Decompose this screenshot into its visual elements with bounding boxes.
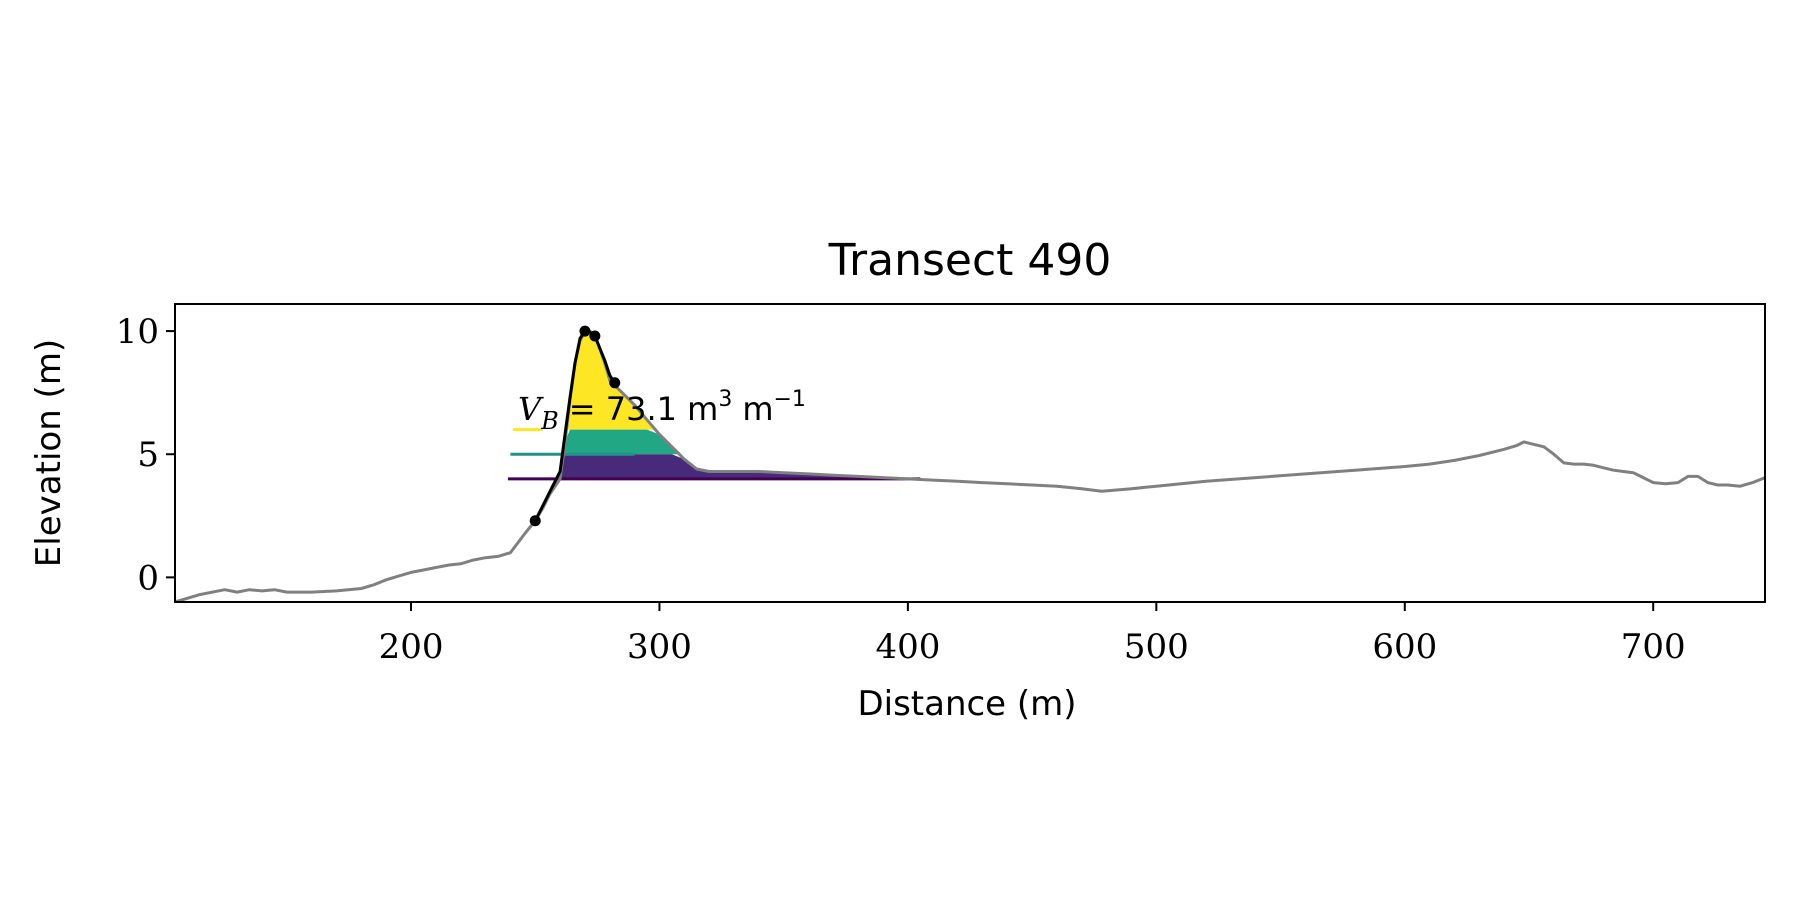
dune-marker (529, 515, 541, 527)
fill-band-2 (563, 429, 680, 455)
y-tick-label: 10 (116, 312, 159, 352)
annotation-sup2: −1 (774, 387, 806, 412)
y-axis-label: Elevation (m) (29, 339, 69, 567)
y-tick-label: 5 (137, 435, 159, 475)
x-tick-label: 400 (875, 627, 940, 667)
dune-marker (609, 377, 621, 389)
annotation-sup1: 3 (718, 387, 732, 412)
profile-lines (175, 329, 1765, 602)
annotation-symbol: V (518, 390, 544, 428)
x-tick-label: 500 (1124, 627, 1189, 667)
chart-title: Transect 490 (828, 235, 1112, 286)
x-tick-label: 700 (1621, 627, 1686, 667)
level-lines (507, 428, 921, 481)
annotation-value: = 73.1 m (569, 390, 719, 428)
y-axis-ticks: 0 5 10 (116, 312, 175, 598)
annotation-subscript: B (540, 407, 559, 435)
dune-line (533, 329, 617, 523)
dune-marker (589, 330, 601, 342)
fill-band-3 (560, 454, 921, 479)
x-tick-label: 600 (1372, 627, 1437, 667)
plot-frame (174, 303, 1766, 603)
dune-markers (529, 325, 621, 527)
x-tick-label: 300 (627, 627, 692, 667)
x-axis-ticks: 200 300 400 500 600 700 (379, 602, 1686, 667)
y-tick-label: 0 (137, 558, 159, 598)
volume-annotation: VB = 73.1 m3 m−1 (518, 387, 806, 435)
x-tick-label: 200 (379, 627, 444, 667)
profile-line (175, 329, 1765, 602)
annotation-unit2: m (742, 390, 773, 428)
x-axis-label: Distance (m) (857, 684, 1076, 724)
dune-marker (579, 325, 591, 337)
